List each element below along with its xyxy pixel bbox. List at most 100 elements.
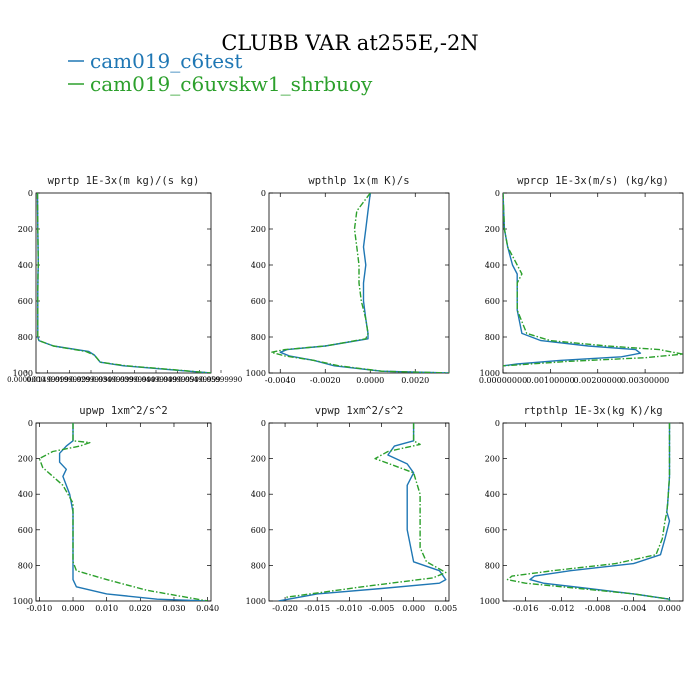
x-tick-label: 0.00300000 (621, 376, 669, 385)
panel-title: wprcp 1E-3x(m/s) (kg/kg) (517, 175, 669, 187)
x-tick-label: 0.00100000 (526, 376, 574, 385)
y-tick-label: 0 (495, 419, 500, 428)
y-tick-label: 0 (261, 419, 266, 428)
y-tick-label: 600 (18, 297, 33, 306)
x-tick-label: 0.0020 (401, 376, 429, 385)
y-tick-label: 200 (485, 455, 500, 464)
series-line-c6uvskw1-shrbuoy (503, 193, 683, 367)
x-tick-label: 0.05499999 (178, 376, 220, 384)
y-tick-label: 200 (251, 225, 266, 234)
panel-title: rtpthlp 1E-3x(kg K)/kg (523, 405, 662, 417)
y-tick-label: 800 (18, 561, 33, 570)
y-tick-label: 1000 (246, 369, 266, 378)
series-line-c6uvskw1-shrbuoy (270, 193, 449, 373)
series-line-c6uvskw1-shrbuoy (506, 423, 671, 601)
x-tick-label: 0.03999999 (113, 376, 155, 384)
x-tick-label: 0.000 (402, 604, 425, 613)
series-line-c6test (503, 193, 642, 367)
x-tick-label: 0.030 (163, 604, 186, 613)
y-tick-label: 0 (28, 419, 33, 428)
x-tick-label: 0.01999999 (48, 376, 90, 384)
y-tick-label: 600 (485, 526, 500, 535)
y-tick-label: 200 (18, 455, 33, 464)
x-tick-label: 0.0000000 (7, 376, 45, 384)
y-tick-label: 600 (18, 526, 33, 535)
y-tick-label: 400 (251, 261, 266, 270)
x-tick-label: -0.008 (585, 604, 611, 613)
panel-title: wprtp 1E-3x(m kg)/(s kg) (48, 175, 200, 187)
x-tick-label: -0.020 (272, 604, 298, 613)
x-tick-label: 0.0000 (356, 376, 384, 385)
y-tick-label: 600 (485, 297, 500, 306)
axes-frame (268, 192, 450, 374)
y-tick-label: 1000 (480, 597, 500, 606)
axes-frame (35, 192, 212, 374)
x-tick-label: 0.03499999 (92, 376, 134, 384)
panel-1: wprtp 1E-3x(m kg)/(s kg) 0 200 400 600 800 100… (7, 175, 242, 384)
axes-frame (268, 422, 450, 602)
y-tick-label: 400 (18, 490, 33, 499)
x-tick-label: 0.020 (129, 604, 152, 613)
x-tick-label: -0.0020 (310, 376, 341, 385)
y-tick-label: 1000 (13, 597, 33, 606)
x-tick-label: -0.012 (549, 604, 575, 613)
legend-label-1: cam019_c6test (90, 49, 242, 73)
x-tick-label: -0.010 (27, 604, 53, 613)
x-tick-label: 0.05999990 (200, 376, 242, 384)
panel-4: upwp 1xm^2/s^2 0 200 400 600 800 1000-0.010 0.0… (13, 405, 219, 613)
x-tick-label: 0.000 (658, 604, 681, 613)
series-line-c6test (529, 423, 671, 601)
y-tick-label: 1000 (246, 597, 266, 606)
x-tick-label: 0.040 (196, 604, 219, 613)
axes-frame (502, 192, 684, 374)
y-tick-label: 600 (251, 297, 266, 306)
panel-5: vpwp 1xm^2/s^2 0 200 400 600 800 1000 -0.020 -0.… (246, 405, 458, 613)
series-line-c6uvskw1-shrbuoy (36, 193, 211, 373)
x-tick-label: -0.015 (304, 604, 330, 613)
panel-3: wprcp 1E-3x(m/s) (kg/kg) 0 200 400 600 800 100… (479, 175, 684, 385)
y-tick-label: 0 (28, 189, 33, 198)
axes-frame (35, 422, 212, 602)
x-tick-label: -0.004 (621, 604, 647, 613)
y-tick-label: 400 (251, 490, 266, 499)
x-tick-label: -0.005 (369, 604, 395, 613)
panel-title: vpwp 1xm^2/s^2 (315, 405, 404, 417)
axes-frame (502, 422, 684, 602)
panel-title: upwp 1xm^2/s^2 (79, 405, 168, 417)
series-line-c6test (58, 423, 208, 601)
x-tick-label: 0.000 (62, 604, 85, 613)
y-tick-label: 400 (18, 261, 33, 270)
y-tick-label: 800 (251, 333, 266, 342)
y-tick-label: 200 (18, 225, 33, 234)
y-tick-label: 800 (18, 333, 33, 342)
x-tick-label: -0.010 (337, 604, 363, 613)
x-tick-label: 0.02999999 (70, 376, 112, 384)
x-tick-label: 0.01499999 (27, 376, 69, 384)
y-tick-label: 800 (485, 561, 500, 570)
y-tick-label: 200 (251, 455, 266, 464)
series-line-c6uvskw1-shrbuoy (285, 423, 447, 599)
x-tick-label: 0.005 (434, 604, 457, 613)
x-tick-label: 0.00200000 (574, 376, 622, 385)
series-line-c6test (279, 193, 449, 373)
x-tick-label: 0.04499999 (135, 376, 177, 384)
x-tick-label: 0.00000000 (479, 376, 527, 385)
y-tick-label: 0 (495, 189, 500, 198)
panel-title: wpthlp 1x(m K)/s (308, 175, 409, 187)
series-line-c6test (36, 193, 211, 373)
panel-2: wpthlp 1x(m K)/s 0 200 400 600 800 1000-0.0040… (246, 175, 450, 385)
x-tick-label: -0.016 (513, 604, 539, 613)
y-tick-label: 400 (485, 261, 500, 270)
x-tick-label: 0.010 (95, 604, 118, 613)
y-tick-label: 1000 (13, 369, 33, 378)
legend-label-2: cam019_c6uvskw1_shrbuoy (90, 72, 373, 96)
y-tick-label: 600 (251, 526, 266, 535)
y-tick-label: 800 (251, 561, 266, 570)
y-tick-label: 0 (261, 189, 266, 198)
y-tick-label: 400 (485, 490, 500, 499)
series-line-c6uvskw1-shrbuoy (38, 423, 208, 601)
legend: cam019_c6test cam019_c6uvskw1_shrbuoy (68, 49, 373, 96)
x-tick-label: 0.04999999 (157, 376, 199, 384)
panel-6: rtpthlp 1E-3x(kg K)/kg 0 200 400 600 800 1000 -… (480, 405, 684, 613)
